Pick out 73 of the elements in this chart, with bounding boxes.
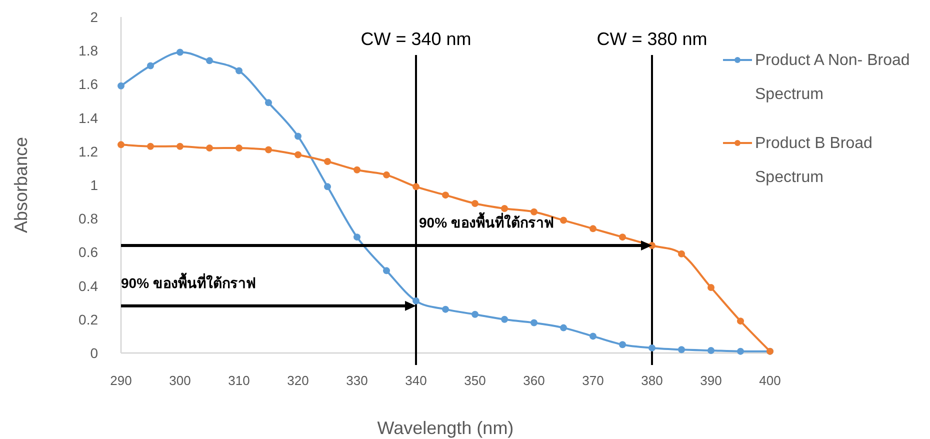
point bbox=[324, 158, 331, 165]
point bbox=[501, 316, 508, 323]
point bbox=[236, 67, 242, 74]
y-tick-label: 1.6 bbox=[78, 76, 98, 92]
point bbox=[354, 166, 360, 174]
point bbox=[412, 297, 420, 304]
point bbox=[206, 144, 213, 152]
x-tick-label: 390 bbox=[700, 373, 722, 388]
x-tick-label: 370 bbox=[582, 373, 604, 388]
point bbox=[147, 142, 154, 150]
ref-line-label: CW = 340 nm bbox=[360, 29, 472, 49]
point bbox=[176, 142, 184, 150]
x-tick-label: 330 bbox=[346, 373, 368, 388]
annotation: 90% ของพื้นที่ใต้กราฟ bbox=[419, 211, 554, 230]
point bbox=[501, 205, 508, 212]
point bbox=[383, 267, 390, 274]
point bbox=[619, 341, 626, 348]
y-tick-label: 1 bbox=[90, 177, 98, 193]
ref-line-label: CW = 380 nm bbox=[596, 29, 708, 49]
point bbox=[442, 306, 449, 313]
x-tick-label: 350 bbox=[464, 373, 486, 388]
point bbox=[708, 346, 714, 354]
point bbox=[560, 216, 567, 224]
y-axis-title: Absorbance bbox=[11, 136, 31, 234]
point bbox=[560, 324, 567, 332]
point bbox=[383, 171, 390, 178]
point bbox=[619, 234, 626, 241]
point bbox=[472, 310, 478, 318]
y-tick-label: 0.2 bbox=[78, 311, 98, 328]
point bbox=[147, 62, 154, 70]
x-tick-label: 340 bbox=[405, 373, 427, 388]
y-tick-label: 0.8 bbox=[78, 210, 98, 227]
x-tick-label: 310 bbox=[228, 373, 250, 388]
point bbox=[678, 250, 685, 258]
point bbox=[472, 200, 478, 207]
x-tick-label: 400 bbox=[759, 373, 781, 388]
point bbox=[294, 132, 302, 140]
point bbox=[648, 344, 656, 352]
point bbox=[442, 192, 449, 199]
point bbox=[354, 234, 360, 241]
x-tick-label: 380 bbox=[641, 373, 663, 388]
y-tick-label: 2 bbox=[90, 9, 98, 25]
x-axis-title: Wavelength (nm) bbox=[377, 418, 514, 438]
point bbox=[236, 144, 242, 152]
annotation: 90% ของพื้นที่ใต้กราฟ bbox=[121, 272, 256, 291]
point bbox=[265, 146, 272, 154]
point bbox=[590, 332, 596, 340]
point bbox=[530, 319, 538, 326]
point bbox=[678, 346, 685, 354]
point bbox=[708, 284, 714, 291]
x-tick-label: 290 bbox=[110, 373, 132, 388]
y-tick-label: 1.4 bbox=[78, 110, 98, 126]
point bbox=[265, 99, 272, 106]
point bbox=[412, 183, 420, 190]
x-tick-label: 360 bbox=[523, 373, 545, 388]
y-tick-label: 1.8 bbox=[78, 42, 98, 59]
point bbox=[118, 82, 124, 90]
point bbox=[176, 48, 184, 56]
point bbox=[118, 141, 124, 148]
legend-label: Product A Non- Broad Spectrum bbox=[755, 52, 910, 103]
x-tick-label: 300 bbox=[169, 373, 191, 388]
point bbox=[324, 183, 331, 190]
x-tick-label: 320 bbox=[287, 373, 309, 388]
point bbox=[737, 348, 744, 355]
y-tick-label: 0 bbox=[90, 345, 98, 361]
y-tick-label: 0.6 bbox=[78, 244, 98, 260]
legend-label: Product B Broad Spectrum bbox=[755, 135, 872, 186]
y-tick-label: 1.2 bbox=[78, 143, 98, 160]
point bbox=[294, 151, 302, 158]
point bbox=[737, 318, 744, 325]
point bbox=[590, 225, 596, 232]
point bbox=[206, 57, 213, 64]
y-tick-label: 0.4 bbox=[78, 278, 98, 294]
